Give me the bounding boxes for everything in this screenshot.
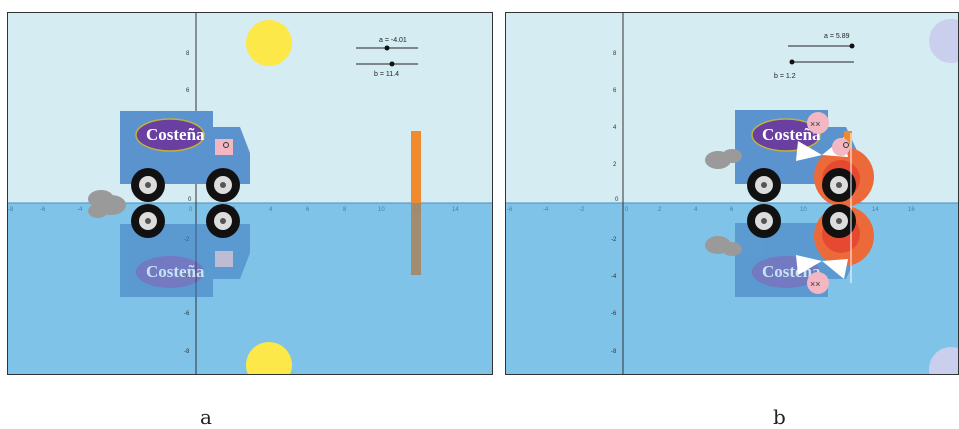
x-tick: 6: [730, 207, 734, 213]
x-tick: 4: [694, 207, 698, 213]
brand-logo: [751, 118, 821, 152]
x-tick: 14: [452, 207, 459, 213]
x-tick: -4: [543, 207, 549, 213]
slider-a-handle[interactable]: [384, 45, 390, 51]
moon-reflection-icon: [929, 347, 958, 374]
face-reflection-eyes: ××: [810, 279, 821, 289]
truck-brand-text: Costeña: [762, 125, 821, 144]
y-tick: 8: [186, 51, 190, 57]
water-region: [506, 203, 958, 374]
panel-a: -8 -6 -4 -2 0 2 4 6 8 10 12 14 8 6 4 2 0…: [7, 12, 493, 375]
sun-icon: [246, 20, 292, 66]
truck-brand-text: Costeña: [146, 125, 205, 144]
y-tick-labels: 8 6 4 2 0 -2 -4 -6 -8: [611, 51, 619, 355]
sun-reflection-icon: [246, 342, 292, 374]
y-tick: -6: [611, 311, 617, 317]
slider-b-label: b = 1.2: [774, 73, 796, 80]
slider-a-label: a = 5.89: [824, 33, 850, 40]
caption-b: b: [773, 405, 786, 429]
truck: Costeña: [120, 111, 250, 184]
y-tick: -4: [611, 274, 617, 280]
slider-b-label: b = 11.4: [374, 71, 399, 78]
x-tick: 2: [658, 207, 662, 213]
x-tick: 14: [872, 207, 879, 213]
slider-b-handle[interactable]: [389, 61, 395, 67]
x-tick: -2: [579, 207, 585, 213]
x-tick: 0: [625, 207, 629, 213]
x-tick: -4: [77, 207, 83, 213]
slider-a-label: a = -4.01: [379, 37, 407, 44]
y-tick: -8: [184, 349, 190, 355]
wheel-icon: [747, 168, 781, 202]
wheel-icon: [206, 168, 240, 202]
x-tick: -6: [507, 207, 513, 213]
face-icon: ××: [807, 112, 829, 134]
brand-logo: [135, 118, 205, 152]
sky-region: [506, 13, 958, 203]
y-tick: 6: [613, 88, 617, 94]
slider-a[interactable]: a = 5.89: [788, 33, 855, 49]
wheel-reflection-icon: [822, 204, 856, 238]
orange-bar: [411, 131, 421, 203]
face-reflection-icon: ××: [807, 272, 829, 294]
y-tick: -2: [611, 237, 617, 243]
wheel-reflection-icon: [131, 204, 165, 238]
x-tick: 10: [378, 207, 385, 213]
y-tick: 4: [613, 125, 617, 131]
wheel-reflection-icon: [747, 204, 781, 238]
y-tick: 8: [613, 51, 617, 57]
y-tick: 2: [613, 162, 617, 168]
wheel-reflection-icon: [206, 204, 240, 238]
x-tick: 0: [189, 207, 193, 213]
exhaust-smoke: [705, 149, 742, 169]
propeller-reflection-icon: [796, 255, 848, 279]
wheel-icon: [822, 168, 856, 202]
panel-a-canvas: -8 -6 -4 -2 0 2 4 6 8 10 12 14 8 6 4 2 0…: [8, 13, 492, 374]
x-tick: 16: [908, 207, 915, 213]
x-tick: -8: [8, 207, 14, 213]
x-tick: 8: [343, 207, 347, 213]
x-tick: 6: [306, 207, 310, 213]
y-tick: -8: [611, 349, 617, 355]
panel-b: -6 -4 -2 0 2 4 6 8 10 12 14 16 8 6 4 2 0…: [505, 12, 959, 375]
x-tick: -6: [40, 207, 46, 213]
y-tick: 6: [186, 88, 190, 94]
orange-bar-reflection: [411, 203, 421, 275]
reflection-brand-text: Costeña: [146, 262, 205, 281]
panel-b-canvas: -6 -4 -2 0 2 4 6 8 10 12 14 16 8 6 4 2 0…: [506, 13, 958, 374]
y-tick: 0: [615, 197, 619, 203]
exhaust-smoke-reflection: [705, 236, 742, 256]
slider-a[interactable]: a = -4.01: [356, 37, 418, 51]
slider-b[interactable]: b = 11.4: [356, 61, 418, 79]
moon-icon: [929, 19, 958, 63]
wheel-icon: [131, 168, 165, 202]
truck-reflection: Costeña: [120, 224, 250, 297]
slider-a-handle[interactable]: [849, 43, 855, 49]
face-eyes: ××: [810, 119, 821, 129]
caption-a: a: [200, 405, 212, 429]
y-tick: 0: [188, 197, 192, 203]
x-tick: 4: [269, 207, 273, 213]
slider-b-handle[interactable]: [789, 59, 795, 65]
slider-b[interactable]: b = 1.2: [774, 59, 854, 81]
y-tick: -6: [184, 311, 190, 317]
x-tick: 10: [800, 207, 807, 213]
exhaust-smoke: [88, 190, 126, 218]
